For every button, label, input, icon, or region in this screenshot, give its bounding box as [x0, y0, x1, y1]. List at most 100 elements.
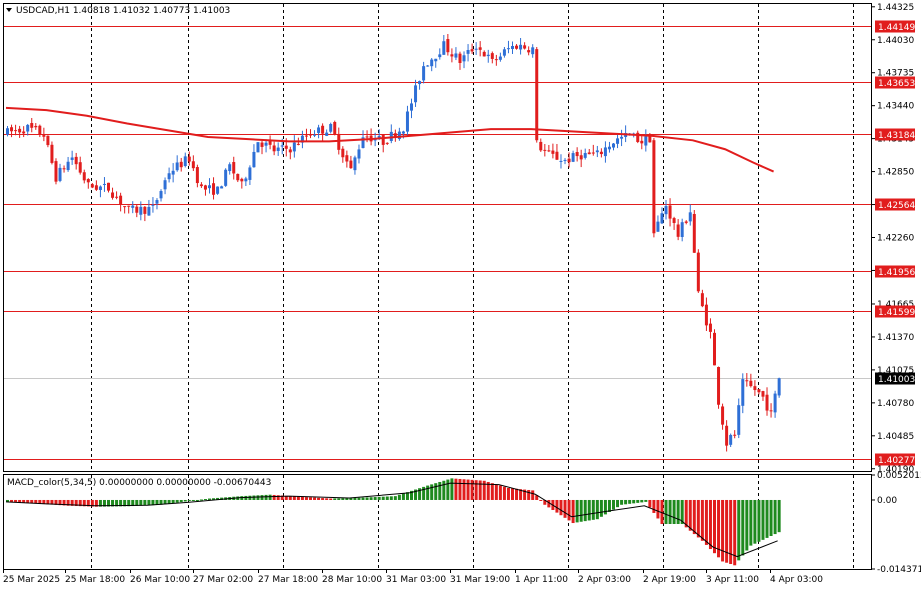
candle[interactable]	[86, 178, 90, 189]
candle[interactable]	[527, 46, 531, 56]
candle[interactable]	[652, 138, 656, 238]
candle[interactable]	[187, 151, 191, 166]
candle[interactable]	[22, 126, 26, 138]
candle[interactable]	[175, 155, 179, 172]
candle[interactable]	[256, 142, 260, 153]
candle[interactable]	[757, 389, 761, 395]
candle[interactable]	[212, 177, 216, 200]
candle[interactable]	[648, 133, 652, 143]
candle[interactable]	[353, 155, 357, 175]
candle[interactable]	[458, 51, 462, 70]
candle[interactable]	[567, 152, 571, 168]
candle[interactable]	[195, 164, 199, 188]
candle[interactable]	[248, 165, 252, 185]
candle[interactable]	[139, 201, 143, 221]
candle[interactable]	[224, 168, 228, 187]
candle[interactable]	[111, 187, 115, 200]
candle[interactable]	[426, 65, 430, 67]
candle[interactable]	[313, 130, 317, 138]
candle[interactable]	[179, 157, 183, 172]
candle[interactable]	[30, 117, 34, 133]
candle[interactable]	[583, 148, 587, 160]
candle[interactable]	[519, 37, 523, 55]
candle[interactable]	[640, 135, 644, 150]
candle[interactable]	[70, 150, 74, 165]
candle[interactable]	[102, 177, 106, 192]
candle[interactable]	[6, 125, 9, 137]
candle[interactable]	[90, 182, 94, 189]
candle[interactable]	[434, 58, 438, 68]
candle[interactable]	[745, 373, 749, 387]
candle[interactable]	[119, 192, 123, 212]
candle[interactable]	[264, 139, 268, 153]
candle[interactable]	[676, 219, 680, 241]
candle[interactable]	[292, 135, 296, 158]
candle[interactable]	[268, 135, 272, 150]
candle[interactable]	[252, 144, 256, 168]
candle[interactable]	[208, 178, 211, 194]
candle[interactable]	[357, 144, 361, 164]
candle[interactable]	[494, 54, 498, 66]
candle[interactable]	[34, 123, 38, 130]
candle[interactable]	[454, 47, 458, 61]
candle[interactable]	[741, 373, 745, 414]
candle[interactable]	[98, 185, 102, 198]
candle[interactable]	[66, 156, 70, 172]
candle[interactable]	[612, 142, 615, 151]
candle[interactable]	[14, 124, 18, 136]
candle[interactable]	[543, 143, 547, 157]
candle[interactable]	[341, 146, 345, 163]
candle[interactable]	[559, 154, 563, 169]
candle[interactable]	[94, 180, 98, 191]
candle[interactable]	[288, 146, 292, 160]
candle[interactable]	[515, 44, 519, 50]
candle[interactable]	[737, 398, 741, 439]
candle[interactable]	[143, 206, 147, 222]
candle[interactable]	[115, 191, 119, 200]
candle[interactable]	[414, 79, 418, 107]
candle[interactable]	[470, 43, 474, 54]
candle[interactable]	[511, 41, 514, 54]
candle[interactable]	[393, 129, 397, 142]
candle[interactable]	[721, 403, 725, 430]
candle[interactable]	[591, 144, 595, 156]
candle[interactable]	[644, 129, 648, 152]
candle[interactable]	[700, 289, 704, 308]
candle[interactable]	[523, 42, 527, 50]
candle[interactable]	[587, 149, 591, 155]
candle[interactable]	[300, 130, 304, 149]
candle[interactable]	[309, 129, 312, 139]
candle[interactable]	[769, 403, 773, 418]
candle[interactable]	[717, 366, 721, 409]
candle[interactable]	[713, 329, 716, 366]
candle[interactable]	[620, 129, 624, 147]
candle[interactable]	[276, 142, 280, 156]
candle[interactable]	[761, 390, 765, 401]
candle[interactable]	[450, 48, 454, 63]
candle[interactable]	[325, 129, 329, 137]
candle[interactable]	[692, 210, 696, 253]
candle[interactable]	[616, 134, 620, 149]
candle[interactable]	[539, 138, 543, 152]
candle[interactable]	[127, 205, 131, 214]
candle[interactable]	[410, 98, 413, 119]
candle[interactable]	[54, 158, 58, 185]
candle[interactable]	[446, 34, 450, 56]
candle[interactable]	[664, 200, 668, 220]
candle[interactable]	[171, 163, 175, 183]
candle[interactable]	[708, 318, 712, 339]
candle[interactable]	[725, 420, 729, 452]
candle[interactable]	[199, 182, 203, 188]
candle[interactable]	[10, 124, 14, 138]
candle[interactable]	[191, 155, 195, 171]
candle[interactable]	[486, 49, 490, 63]
candle[interactable]	[240, 177, 244, 189]
candle[interactable]	[385, 142, 389, 146]
candle[interactable]	[203, 184, 207, 196]
candle[interactable]	[159, 189, 163, 202]
candle[interactable]	[418, 80, 422, 90]
candle[interactable]	[329, 122, 333, 134]
candle[interactable]	[563, 158, 567, 165]
candle[interactable]	[345, 150, 349, 168]
candle[interactable]	[438, 48, 442, 60]
